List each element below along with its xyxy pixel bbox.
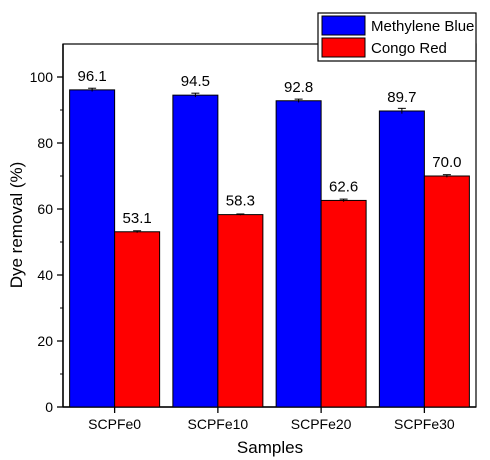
data-label-congo-red: 70.0 — [432, 154, 461, 171]
y-tick-label: 0 — [45, 399, 53, 415]
y-tick-label: 60 — [37, 201, 53, 217]
x-tick-label: SCPFe0 — [88, 416, 141, 432]
x-tick-label: SCPFe20 — [291, 416, 352, 432]
data-label-congo-red: 53.1 — [123, 210, 152, 227]
bar-congo-red — [320, 199, 367, 408]
data-label-methylene-blue: 89.7 — [387, 89, 416, 106]
bar-methylene-blue — [378, 110, 425, 408]
bar-congo-red — [217, 214, 264, 408]
x-tick-label: SCPFe10 — [188, 416, 249, 432]
data-label-congo-red: 58.3 — [226, 193, 255, 210]
bar-methylene-blue — [69, 89, 116, 408]
legend-swatch-methylene-blue — [321, 15, 366, 36]
y-tick-label: 20 — [37, 333, 53, 349]
x-tick-label: SCPFe30 — [394, 416, 455, 432]
y-tick-label: 40 — [37, 267, 53, 283]
y-tick-label: 80 — [37, 135, 53, 151]
bar-methylene-blue — [275, 100, 322, 408]
y-axis-ticks: 0 20 40 60 80 100 — [30, 69, 63, 415]
data-label-methylene-blue: 96.1 — [78, 68, 107, 85]
legend-swatch-congo-red — [321, 37, 366, 58]
legend: Methylene Blue Congo Red — [317, 12, 477, 62]
bars: 96.1 53.1 94.5 58.3 92.8 62.6 89.7 70.0 — [69, 68, 470, 408]
bar-congo-red — [114, 231, 161, 408]
legend-label-methylene-blue: Methylene Blue — [371, 18, 474, 35]
data-label-methylene-blue: 94.5 — [181, 73, 210, 90]
data-label-methylene-blue: 92.8 — [284, 79, 313, 96]
x-axis-ticks: SCPFe0 SCPFe10 SCPFe20 SCPFe30 — [88, 407, 455, 432]
y-axis-title: Dye removal (%) — [7, 162, 26, 289]
bar-methylene-blue — [172, 94, 219, 408]
bar-congo-red — [423, 175, 470, 408]
data-label-congo-red: 62.6 — [329, 178, 358, 195]
x-axis-title: Samples — [237, 438, 303, 457]
legend-label-congo-red: Congo Red — [371, 40, 447, 57]
y-tick-label: 100 — [30, 69, 54, 85]
